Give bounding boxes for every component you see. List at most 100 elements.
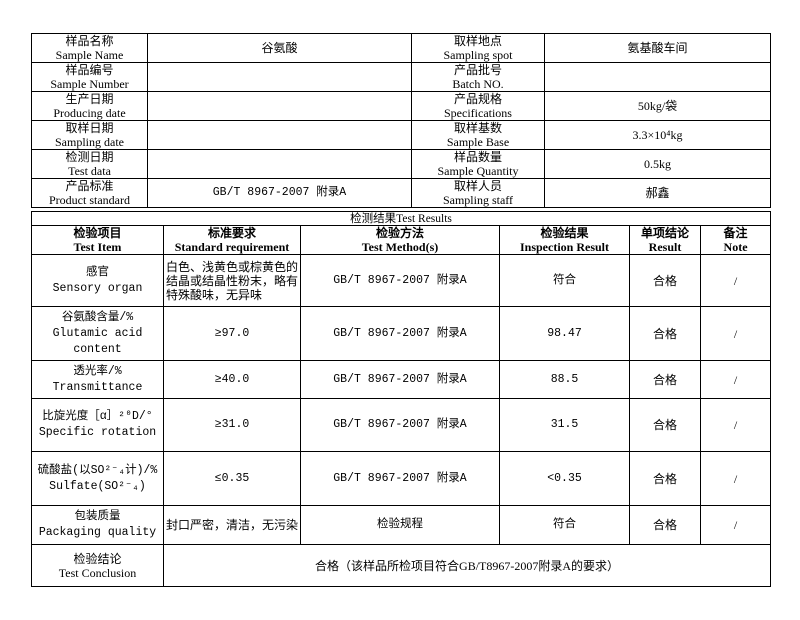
- result-text: 符合: [553, 518, 576, 531]
- item-conclusion: 合格: [629, 451, 701, 506]
- label-en: Test Conclusion: [58, 565, 137, 580]
- label-cn: 取样基数: [453, 121, 502, 136]
- test-method: GB/T 8967-2007 附录A: [300, 451, 500, 506]
- column-header: 检验项目 Test Item: [31, 225, 164, 255]
- conclusion-text: 合格: [652, 418, 677, 432]
- item-en: Sulfate(SO²⁻₄): [49, 479, 146, 493]
- label-cn: 生产日期: [65, 92, 114, 107]
- inspection-result: 符合: [499, 505, 630, 545]
- field-value: 谷氨酸: [147, 33, 412, 63]
- note-text: /: [733, 326, 738, 341]
- field-label: 生产日期 Producing date: [31, 91, 148, 121]
- label-en: Sampling staff: [442, 193, 514, 207]
- result-row: 感官 Sensory organ 白色、浅黄色或棕黄色的结晶或结晶性粉末，略有特殊酸…: [31, 254, 772, 307]
- conclusion-text: 合格: [652, 372, 677, 387]
- label-en: Sample Quantity: [437, 164, 519, 178]
- field-value: 氨基酸车间: [544, 33, 771, 63]
- field-value: GB/T 8967-2007 附录A: [147, 178, 412, 208]
- column-header: 单项结论 Result: [629, 225, 701, 255]
- note: /: [699, 451, 772, 506]
- requirement-text: ≥40.0: [214, 372, 250, 386]
- field-value: 郝鑫: [544, 178, 771, 208]
- field-value: 50kg/袋: [544, 91, 771, 121]
- test-method: 检验规程: [300, 505, 500, 545]
- method-text: GB/T 8967-2007 附录A: [333, 471, 467, 485]
- inspection-result: 31.5: [499, 398, 630, 452]
- note: /: [699, 360, 772, 399]
- label-en: Product standard: [49, 193, 130, 207]
- item-conclusion: 合格: [629, 306, 701, 361]
- item-cn: 透光率/%: [73, 364, 122, 378]
- note-text: /: [733, 372, 738, 387]
- label-en: Sampling spot: [443, 48, 513, 62]
- field-label: 取样地点 Sampling spot: [411, 33, 545, 63]
- result-text: <0.35: [547, 471, 582, 485]
- label-en: Sampling date: [55, 135, 124, 149]
- result-text: 符合: [553, 273, 576, 287]
- header-cn: 检验项目: [73, 226, 122, 241]
- field-label: 检测日期 Test data: [31, 149, 148, 179]
- item-conclusion: 合格: [629, 505, 701, 545]
- info-row: 样品编号 Sample Number 产品批号 Batch NO.: [31, 62, 771, 92]
- requirement-text: 封口严密，清洁，无污染: [166, 518, 299, 532]
- label-cn: 检验结论: [73, 551, 122, 566]
- item-en: Transmittance: [52, 380, 143, 394]
- method-text: GB/T 8967-2007 附录A: [333, 418, 467, 431]
- method-text: 检验规程: [377, 518, 423, 531]
- value-text: 氨基酸车间: [627, 41, 688, 55]
- header-en: Test Item: [73, 240, 122, 254]
- label-cn: 检测日期: [65, 150, 114, 165]
- field-label: 产品批号 Batch NO.: [411, 62, 545, 92]
- results-banner-row: 检测结果Test Results: [30, 211, 772, 226]
- info-row: 取样日期 Sampling date 取样基数 Sample Base 3.3×10⁴k…: [31, 120, 771, 150]
- sample-info-table: 样品名称 Sample Name 谷氨酸 取样地点 Sampling spot 氨基酸车间…: [31, 33, 771, 208]
- item-cn: 感官: [86, 265, 109, 279]
- column-header-row: 检验项目 Test Item 标准要求 Standard requirement 检验方…: [31, 225, 772, 255]
- info-row: 生产日期 Producing date 产品规格 Specifications 50kg…: [31, 91, 771, 121]
- result-row: 谷氨酸含量/% Glutamic acid content ≥97.0 GB/T 89…: [31, 306, 772, 361]
- field-value: [147, 91, 412, 121]
- note: /: [699, 254, 772, 307]
- field-value: [147, 149, 412, 179]
- field-value: 3.3×10⁴kg: [544, 120, 771, 150]
- standard-requirement: ≥97.0: [163, 306, 301, 361]
- header-en: Test Method(s): [361, 240, 439, 254]
- label-en: Sample Base: [446, 135, 510, 149]
- value-text: 郝鑫: [645, 186, 670, 200]
- label-en: Sample Number: [50, 77, 129, 91]
- label-en: Batch NO.: [452, 77, 504, 91]
- note-text: /: [733, 273, 738, 288]
- result-row: 比旋光度［α］²⁰D/° Specific rotation ≥31.0 GB/T 8…: [31, 398, 772, 452]
- field-value: [147, 120, 412, 150]
- label-en: Producing date: [53, 106, 126, 120]
- conclusion-text: 合格: [652, 518, 677, 532]
- header-cn: 检验方法: [375, 226, 424, 241]
- test-method: GB/T 8967-2007 附录A: [300, 360, 500, 399]
- conclusion-text: 合格: [652, 273, 677, 288]
- label-cn: 取样日期: [65, 121, 114, 136]
- value-text: 3.3×10⁴kg: [632, 128, 683, 142]
- item-en: Packaging quality: [38, 526, 157, 539]
- label-cn: 取样人员: [453, 179, 502, 194]
- item-cn: 硫酸盐(以SO²⁻₄计)/%: [37, 463, 158, 477]
- header-cn: 单项结论: [640, 226, 689, 241]
- label-en: Specifications: [444, 106, 512, 120]
- results-title: 检测结果Test Results: [30, 211, 772, 226]
- info-row: 检测日期 Test data 样品数量 Sample Quantity 0.5kg: [31, 149, 771, 179]
- result-text: 88.5: [550, 372, 579, 386]
- standard-requirement: ≤0.35: [163, 451, 301, 506]
- label-cn: 产品批号: [453, 63, 502, 78]
- label-cn: 取样地点: [453, 34, 502, 49]
- inspection-result: 符合: [499, 254, 630, 307]
- result-text: 31.5: [550, 418, 579, 431]
- test-method: GB/T 8967-2007 附录A: [300, 398, 500, 452]
- column-header: 检验方法 Test Method(s): [300, 225, 500, 255]
- note: /: [699, 505, 772, 545]
- field-value: [147, 62, 412, 92]
- test-item: 谷氨酸含量/% Glutamic acid content: [31, 306, 164, 361]
- header-cn: 备注: [723, 226, 748, 241]
- conclusion-text: 合格: [652, 471, 677, 486]
- item-cn: 包装质量: [74, 510, 121, 523]
- conclusion-row: 检验结论 Test Conclusion 合格（该样品所检项目符合GB/T8967-…: [31, 544, 772, 587]
- result-text: 98.47: [547, 326, 582, 340]
